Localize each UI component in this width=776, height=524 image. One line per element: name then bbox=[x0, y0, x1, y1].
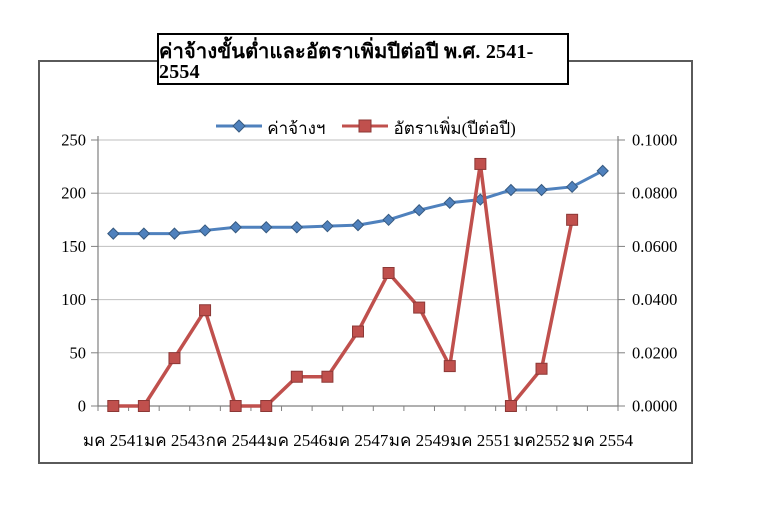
right-axis-tick-label: 0.0200 bbox=[632, 343, 677, 362]
x-axis-label: มค 2543 bbox=[144, 431, 205, 450]
chart-title-box: ค่าจ้างขั้นต่ำและอัตราเพิ่มปีต่อปี พ.ศ. … bbox=[157, 33, 569, 85]
right-axis-tick-label: 0.0600 bbox=[632, 237, 677, 256]
x-axis-label: กค 2544 bbox=[206, 431, 266, 450]
chart-frame: 0 0.0000 50 0.0200 100 0.0400 150 0.0600 200 0.08… bbox=[38, 60, 693, 464]
rate-data-point bbox=[474, 157, 487, 170]
wage-data-point bbox=[198, 224, 212, 237]
wage-data-point bbox=[290, 221, 304, 234]
rate-data-point bbox=[260, 400, 273, 412]
wage-data-point bbox=[168, 227, 181, 240]
rate-data-point bbox=[168, 352, 181, 365]
wage-data-point bbox=[596, 164, 609, 178]
rate-series-line bbox=[113, 162, 574, 408]
right-axis-tick-label: 0.0000 bbox=[632, 397, 677, 416]
left-axis-tick-label: 150 bbox=[61, 237, 86, 256]
rate-data-point bbox=[107, 400, 120, 412]
wage-data-point bbox=[382, 213, 395, 227]
chart-legend: ค่าจ้างฯ อัตราเพิ่ม(ปีต่อปี) bbox=[40, 114, 691, 138]
rate-data-point bbox=[290, 370, 303, 383]
legend-label-wage: ค่าจ้างฯ bbox=[267, 118, 326, 138]
x-axis-label: มค 2546 bbox=[266, 431, 327, 450]
rate-data-point bbox=[443, 360, 456, 373]
rate-data-point bbox=[137, 400, 150, 412]
wage-data-point bbox=[229, 221, 242, 234]
rate-data-point bbox=[321, 370, 334, 383]
wage-data-point bbox=[321, 219, 334, 233]
legend-marker-wage-diamond-icon bbox=[216, 119, 263, 133]
left-axis-tick-label: 50 bbox=[70, 343, 87, 362]
wage-data-point bbox=[504, 183, 518, 197]
x-axis-label: มค 2551 bbox=[450, 431, 511, 450]
wage-data-point bbox=[412, 204, 426, 217]
rate-data-point bbox=[382, 267, 395, 279]
legend-marker-rate-square-icon bbox=[342, 119, 389, 133]
x-axis-label: มค 2554 bbox=[572, 431, 633, 450]
wage-data-point bbox=[351, 218, 365, 232]
wage-data-point bbox=[443, 196, 456, 209]
right-axis-tick-label: 0.0400 bbox=[632, 290, 677, 309]
left-axis-tick-label: 0 bbox=[78, 397, 86, 416]
rate-data-point bbox=[504, 400, 517, 412]
chart-plot-svg: 0 0.0000 50 0.0200 100 0.0400 150 0.0600 200 0.08… bbox=[61, 131, 677, 451]
right-axis-tick-label: 0.0800 bbox=[632, 184, 677, 203]
wage-data-point bbox=[137, 227, 151, 240]
right-axis-tick-label: 0.1000 bbox=[632, 131, 677, 150]
wage-data-point bbox=[565, 180, 579, 194]
rate-data-point bbox=[352, 325, 364, 338]
x-axis-label: มค 2547 bbox=[328, 431, 389, 450]
chart-title: ค่าจ้างขั้นต่ำและอัตราเพิ่มปีต่อปี พ.ศ. … bbox=[159, 41, 534, 83]
wage-data-point bbox=[535, 183, 548, 197]
rate-data-point bbox=[566, 213, 579, 226]
left-axis-tick-label: 100 bbox=[61, 290, 86, 309]
legend-item-wage: ค่าจ้างฯ bbox=[215, 116, 325, 137]
rate-data-point bbox=[413, 301, 426, 314]
wage-data-point bbox=[107, 227, 120, 240]
rate-data-point bbox=[535, 362, 548, 375]
wage-data-point bbox=[260, 221, 273, 234]
legend-item-rate: อัตราเพิ่ม(ปีต่อปี) bbox=[341, 116, 516, 138]
rate-data-point bbox=[199, 304, 212, 317]
x-axis-label: มค 2549 bbox=[389, 431, 450, 450]
legend-label-rate: อัตราเพิ่ม(ปีต่อปี) bbox=[393, 118, 516, 138]
rate-data-point bbox=[229, 400, 242, 412]
x-axis-label: มค2552 bbox=[513, 431, 570, 450]
left-axis-tick-label: 200 bbox=[61, 184, 86, 203]
left-axis-tick-label: 250 bbox=[61, 131, 86, 150]
x-axis-label: มค 2541 bbox=[83, 431, 144, 450]
